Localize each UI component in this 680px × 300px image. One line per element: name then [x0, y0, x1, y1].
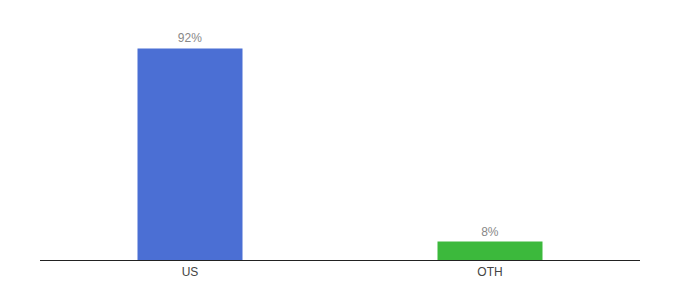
svg-text:92%: 92% [178, 31, 202, 45]
svg-text:OTH: OTH [477, 265, 502, 279]
svg-text:US: US [182, 265, 199, 279]
svg-text:8%: 8% [481, 225, 499, 239]
